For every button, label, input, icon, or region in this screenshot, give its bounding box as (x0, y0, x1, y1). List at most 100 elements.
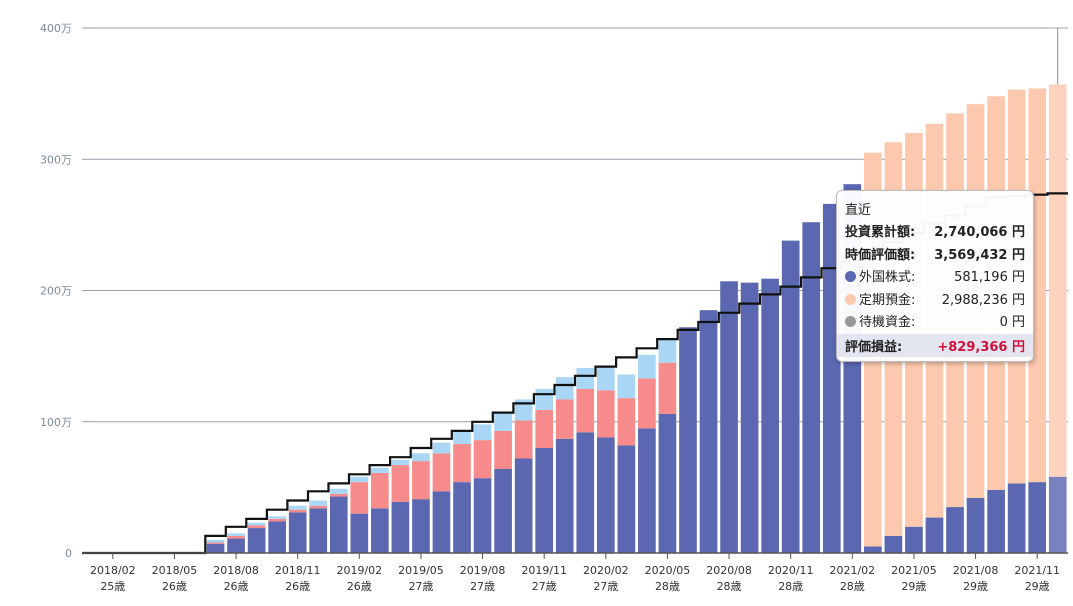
bar-segment (371, 508, 389, 553)
bar-segment (412, 453, 430, 462)
bar-segment (494, 412, 512, 431)
x-tick-label: 2018/05 (152, 564, 198, 577)
bar-segment (391, 459, 410, 466)
bar-segment (453, 482, 471, 553)
bar-segment (925, 517, 944, 553)
tooltip-item-value: 2,988,236 円 (941, 292, 1025, 308)
bar-segment (1048, 84, 1067, 477)
x-tick-age-label: 29歳 (963, 580, 988, 593)
bar-segment (206, 539, 225, 543)
x-tick-age-label: 27歳 (408, 580, 433, 593)
bar-segment (371, 472, 389, 509)
bar-segment (638, 354, 656, 379)
bar-segment (576, 388, 595, 433)
bar-segment (555, 438, 574, 553)
y-axis-ticks: 0 100万 200万 300万 400万 (40, 22, 72, 560)
bar-segment (371, 467, 389, 473)
bar-segment (966, 497, 985, 553)
bar-segment (761, 278, 779, 553)
x-tick-label: 2019/05 (398, 564, 444, 577)
x-tick-label: 2019/11 (521, 564, 567, 577)
x-tick-age-label: 27歳 (470, 580, 495, 593)
x-axis-ticks: 2018/02 25歳 2018/05 26歳 2018/08 26歳 2018/11 26歳… (90, 553, 1060, 593)
x-tick-label: 2020/02 (583, 564, 629, 577)
x-tick-label: 2019/02 (336, 564, 382, 577)
tooltip-invest-row: 投資累計額: 2,740,066 円 (845, 220, 1025, 243)
bar-segment (596, 366, 615, 391)
bar-segment (576, 432, 595, 553)
bar-segment (227, 535, 245, 539)
tooltip-market-row: 時価評価額: 3,569,432 円 (845, 242, 1025, 265)
bar-segment (1007, 483, 1026, 553)
x-tick-label: 2021/02 (829, 564, 875, 577)
latest-bar-highlight (1048, 28, 1067, 553)
x-tick-age-label: 26歳 (224, 580, 249, 593)
bar-segment (432, 491, 451, 553)
bar-segment (679, 327, 697, 553)
bar-segment (391, 465, 410, 502)
bar-segment (576, 367, 595, 389)
bar-segment (555, 377, 574, 400)
bar-segment (720, 281, 738, 553)
tooltip-item-row: 待機資金: 0 円 (845, 310, 1025, 333)
bar-segment (227, 533, 245, 536)
y-tick-label: 300万 (40, 153, 72, 166)
bar-segment (432, 453, 451, 492)
x-tick-age-label: 28歳 (717, 580, 742, 593)
bar-segment (535, 409, 554, 448)
x-tick-age-label: 26歳 (347, 580, 372, 593)
bar-segment (412, 461, 430, 500)
y-tick-label: 0 (65, 547, 72, 560)
bar-segment (329, 493, 348, 497)
bar-segment (514, 420, 533, 459)
x-tick-label: 2020/11 (768, 564, 814, 577)
bar-segment (206, 542, 225, 544)
x-tick-age-label: 28歳 (840, 580, 865, 593)
y-tick-label: 200万 (40, 285, 72, 298)
x-tick-age-label: 29歳 (1025, 580, 1050, 593)
bar-segment (473, 440, 492, 479)
tooltip-gain-value: +829,366 円 (937, 339, 1025, 355)
bar-segment (432, 442, 451, 454)
bar-segment (1028, 88, 1047, 483)
bar-segment (268, 518, 286, 522)
bar-segment (227, 538, 245, 553)
tooltip-item-text: 定期預金: (859, 292, 916, 308)
x-tick-age-label: 27歳 (593, 580, 618, 593)
bar-segment (453, 430, 471, 445)
bar-segment (473, 424, 492, 441)
tooltip: 直近 投資累計額: 2,740,066 円 時価評価額: 3,569,432 円… (836, 190, 1034, 362)
bar-segment (288, 505, 307, 510)
bar-segment (247, 528, 266, 553)
bar-segment (658, 339, 677, 363)
tooltip-title-row: 直近 (845, 197, 1025, 220)
bar-segment (864, 546, 882, 553)
bar-segment (309, 500, 328, 506)
tooltip-item-text: 外国株式: (859, 270, 916, 286)
series-dot-icon (845, 271, 856, 283)
x-tick-age-label: 27歳 (532, 580, 557, 593)
tooltip-gain-label: 評価損益: (845, 339, 903, 355)
bar-segment (617, 374, 636, 399)
bar-segment (1048, 476, 1067, 553)
tooltip-item-label: 待機資金: (845, 311, 915, 330)
bar-segment (268, 521, 286, 553)
bar-segment (884, 535, 903, 553)
bar-segment (206, 543, 225, 553)
tooltip-invest-label: 投資累計額: (845, 225, 916, 241)
bar-segment (309, 505, 328, 509)
bar-segment (329, 488, 348, 494)
x-tick-age-label: 28歳 (655, 580, 680, 593)
bar-segment (596, 437, 615, 553)
bar-segment (638, 378, 656, 429)
tooltip-item-label: 定期預金: (845, 289, 915, 308)
bar-segment (350, 482, 369, 514)
bar-segment (658, 362, 677, 414)
x-tick-label: 2018/11 (275, 564, 321, 577)
x-tick-age-label: 26歳 (285, 580, 310, 593)
tooltip-item-label: 外国株式: (845, 266, 915, 285)
bar-segment (535, 448, 554, 553)
bar-segment (699, 310, 718, 553)
bar-segment (288, 512, 307, 553)
bar-segment (555, 399, 574, 439)
